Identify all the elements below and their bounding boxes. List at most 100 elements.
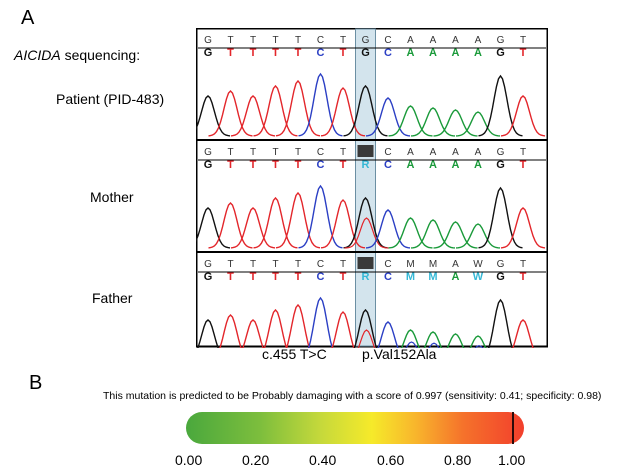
trace-peak	[455, 223, 501, 249]
called-base: A	[452, 271, 460, 283]
tick-0: 0.00	[175, 452, 203, 468]
ref-base: T	[272, 35, 278, 46]
ref-base: T	[250, 147, 256, 158]
called-base: A	[474, 159, 482, 171]
trace-peak	[331, 310, 355, 348]
called-base: R	[362, 271, 370, 283]
trace-peak	[410, 219, 456, 249]
ref-base: T	[227, 147, 233, 158]
ref-base: W	[473, 259, 483, 270]
trace-peak	[488, 298, 513, 348]
trace-peak	[320, 198, 366, 249]
called-base: G	[204, 47, 213, 59]
ref-base: M	[429, 259, 437, 270]
ref-base: G	[204, 35, 212, 46]
trace-peak	[433, 109, 478, 137]
ref-base: M	[406, 259, 414, 270]
ref-base: G	[204, 259, 212, 270]
called-base: G	[496, 271, 505, 283]
sequencing-suffix: sequencing:	[60, 47, 141, 63]
ref-base: C	[317, 147, 324, 158]
called-base: T	[272, 159, 279, 171]
ref-base: C	[384, 35, 391, 46]
ref-base: T	[520, 147, 526, 158]
sample-label-patient: Patient (PID-483)	[56, 91, 165, 107]
ref-base: A	[407, 147, 414, 158]
ref-base: T	[340, 259, 346, 270]
called-base: T	[250, 271, 257, 283]
called-base: C	[317, 47, 325, 59]
ref-base: C	[317, 259, 324, 270]
called-base: G	[204, 159, 213, 171]
trace-peak	[469, 335, 487, 348]
ref-base: G	[362, 35, 370, 46]
tick-2: 0.40	[309, 452, 337, 468]
ref-base: T	[227, 35, 233, 46]
called-base: C	[384, 271, 392, 283]
ref-base: T	[520, 35, 526, 46]
trace-peak	[230, 207, 276, 249]
variant-call-box	[357, 257, 374, 269]
ref-base: G	[497, 259, 505, 270]
called-base: M	[406, 271, 415, 283]
ref-base: A	[430, 35, 437, 46]
secondary-peak	[474, 344, 484, 348]
trace-peak	[343, 84, 388, 137]
called-base: G	[496, 47, 505, 59]
panel-b-letter: B	[29, 372, 43, 394]
trace-peak	[208, 201, 253, 249]
called-base: T	[250, 159, 257, 171]
ref-base: A	[452, 147, 459, 158]
tick-3: 0.60	[377, 452, 405, 468]
tick-4: 0.80	[444, 452, 472, 468]
trace-peak	[343, 196, 388, 249]
called-base: T	[340, 271, 347, 283]
ref-base: T	[272, 259, 278, 270]
gene-name: AICIDA	[14, 47, 61, 63]
trace-peak	[500, 207, 546, 249]
ref-base: T	[250, 35, 256, 46]
ref-base: C	[384, 259, 391, 270]
ref-base: G	[497, 147, 505, 158]
trace-peak	[478, 186, 523, 249]
called-base: T	[295, 271, 302, 283]
called-base: T	[295, 47, 302, 59]
called-base: C	[384, 159, 392, 171]
trace-peak	[285, 303, 311, 348]
ref-base: T	[340, 147, 346, 158]
cdna-change-label: c.455 T>C	[262, 346, 327, 362]
called-base: T	[340, 47, 347, 59]
secondary-peak	[405, 341, 418, 348]
variant-call-box	[357, 145, 374, 157]
called-base: A	[474, 47, 482, 59]
called-base: C	[317, 271, 325, 283]
trace-peak	[377, 321, 399, 348]
ref-base: A	[475, 35, 482, 46]
called-base: T	[520, 271, 527, 283]
secondary-peak	[357, 329, 376, 348]
trace-peak	[253, 196, 298, 249]
ref-base: A	[452, 35, 459, 46]
trace-peak	[263, 308, 288, 348]
trace-peak	[433, 221, 478, 249]
trace-peak	[307, 296, 334, 348]
trace-peak	[353, 308, 378, 348]
trace-peak	[455, 111, 501, 137]
ref-base: T	[520, 259, 526, 270]
trace-peak	[365, 209, 411, 249]
trace-peak	[320, 86, 366, 137]
called-base: A	[452, 159, 460, 171]
secondary-peak	[344, 217, 389, 249]
sequencing-title: AICIDA sequencing:	[14, 47, 140, 63]
tick-1: 0.20	[242, 452, 270, 468]
trace-peak	[298, 72, 343, 137]
variant-highlight	[355, 28, 376, 347]
damage-score-bar	[186, 412, 524, 444]
chromatogram-frame	[196, 28, 548, 348]
trace-peak	[388, 217, 433, 249]
ref-base: T	[295, 147, 301, 158]
called-base: C	[317, 159, 325, 171]
ref-base: T	[227, 259, 233, 270]
ref-base: A	[407, 35, 414, 46]
called-base: A	[452, 47, 460, 59]
